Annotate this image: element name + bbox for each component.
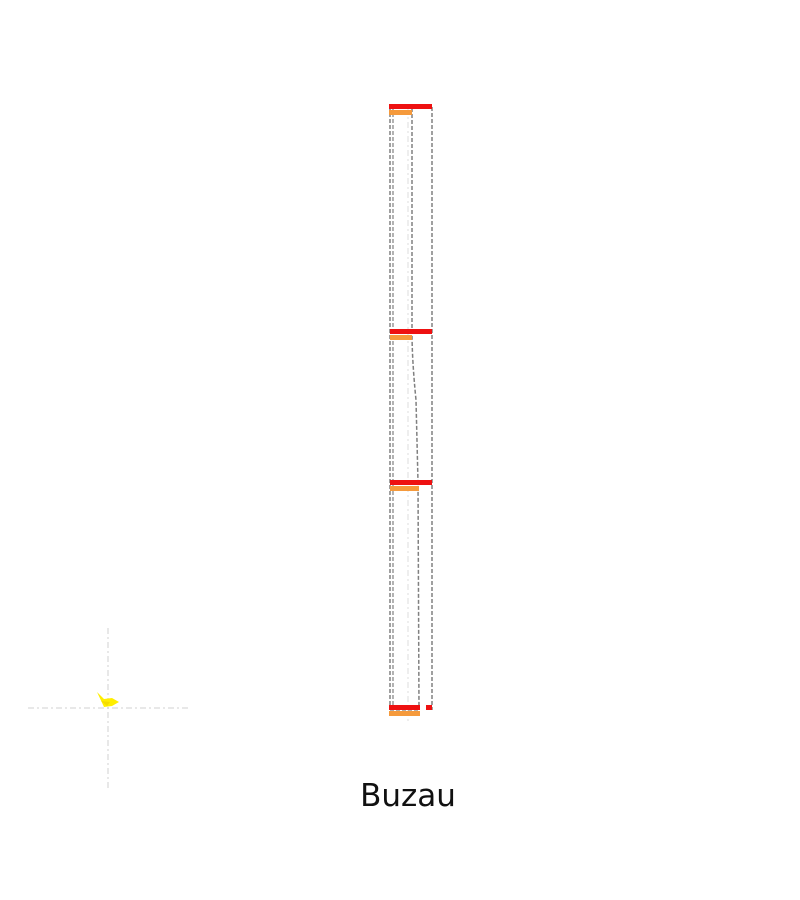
station-name-caption: Buzau — [360, 778, 456, 814]
inner-profile-line — [411, 108, 420, 711]
level-marker-4 — [389, 705, 432, 716]
level-marker-1 — [389, 104, 432, 115]
yellow-bird-icon — [97, 692, 119, 707]
level-marker-2 — [390, 329, 432, 340]
crosshair-guide — [28, 628, 188, 788]
level-marker-3 — [390, 480, 432, 491]
outer-frame — [389, 107, 433, 710]
